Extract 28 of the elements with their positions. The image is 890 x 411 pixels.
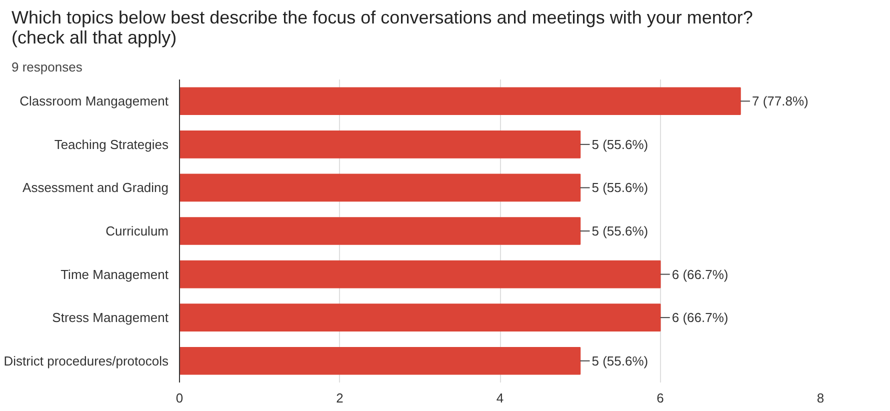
data-label: 5 (55.6%) [592, 136, 648, 152]
bar [180, 304, 661, 332]
chart-title: Which topics below best describe the focus of conversations and meetings with your mentor? (check all that apply) [12, 8, 753, 48]
x-tick-label: 6 [656, 390, 664, 406]
x-tick-label: 4 [496, 390, 504, 406]
bar [180, 174, 581, 202]
x-tick-label: 8 [816, 390, 824, 406]
bar [180, 87, 741, 116]
data-label: 5 (55.6%) [592, 180, 648, 196]
data-label: 5 (55.6%) [592, 224, 648, 238]
data-label: 6 (66.7%) [672, 266, 728, 282]
bar [180, 130, 581, 158]
bar [180, 217, 581, 245]
text: 9 responses [12, 60, 83, 74]
y-tick-label: Classroom Mangagement [20, 94, 169, 109]
y-tick-label: Assessment and Grading [22, 180, 169, 196]
x-tick-label: 0 [176, 390, 184, 406]
data-label: 7 (77.8%) [752, 94, 808, 109]
data-label: 6 (66.7%) [672, 310, 728, 326]
y-tick-label: Curriculum [106, 224, 168, 238]
y-tick-label: Stress Management [52, 310, 169, 326]
data-label: 5 (55.6%) [592, 353, 648, 368]
bar [180, 260, 661, 288]
y-tick-label: Time Management [60, 266, 169, 282]
x-tick-label: 2 [336, 390, 344, 406]
y-tick-label: District procedures/protocols [4, 353, 169, 368]
y-tick-label: Teaching Strategies [54, 136, 169, 152]
bar [180, 346, 581, 375]
